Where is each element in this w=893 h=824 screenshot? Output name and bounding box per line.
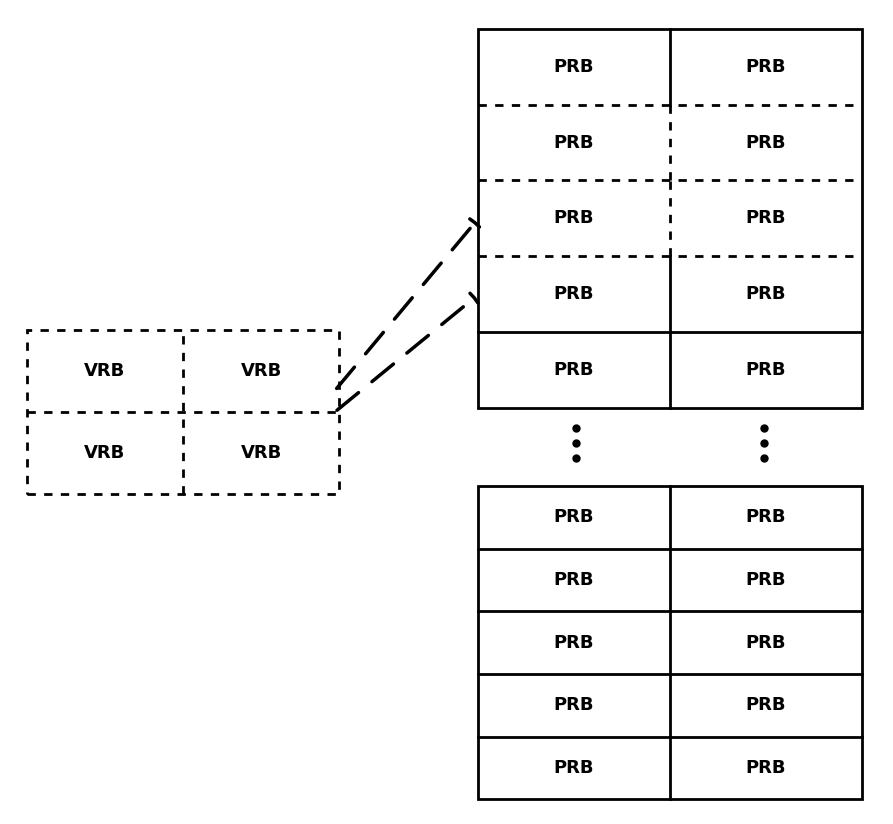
Text: PRB: PRB bbox=[554, 285, 594, 303]
Text: VRB: VRB bbox=[84, 362, 126, 380]
Text: PRB: PRB bbox=[746, 508, 786, 527]
Text: PRB: PRB bbox=[746, 361, 786, 379]
Text: PRB: PRB bbox=[746, 634, 786, 652]
Text: PRB: PRB bbox=[746, 209, 786, 227]
Text: VRB: VRB bbox=[240, 362, 282, 380]
Text: PRB: PRB bbox=[554, 759, 594, 777]
Text: PRB: PRB bbox=[554, 361, 594, 379]
Text: PRB: PRB bbox=[554, 508, 594, 527]
Text: PRB: PRB bbox=[746, 133, 786, 152]
Text: PRB: PRB bbox=[746, 285, 786, 303]
Bar bbox=[27, 330, 339, 494]
Bar bbox=[478, 486, 862, 799]
Text: PRB: PRB bbox=[746, 759, 786, 777]
Text: PRB: PRB bbox=[746, 571, 786, 589]
Text: PRB: PRB bbox=[746, 58, 786, 76]
Text: PRB: PRB bbox=[554, 58, 594, 76]
Bar bbox=[478, 29, 862, 408]
Text: VRB: VRB bbox=[240, 444, 282, 462]
Text: PRB: PRB bbox=[554, 696, 594, 714]
Text: PRB: PRB bbox=[554, 634, 594, 652]
Text: PRB: PRB bbox=[554, 133, 594, 152]
Text: VRB: VRB bbox=[84, 444, 126, 462]
Text: PRB: PRB bbox=[554, 571, 594, 589]
Text: PRB: PRB bbox=[746, 696, 786, 714]
Text: PRB: PRB bbox=[554, 209, 594, 227]
